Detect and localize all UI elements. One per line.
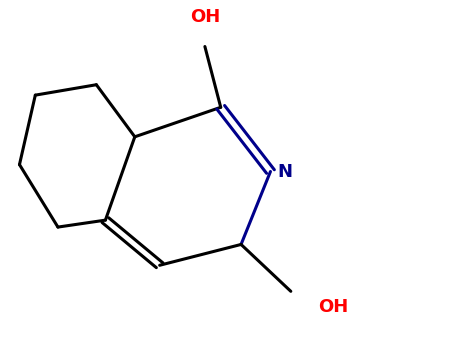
- Text: N: N: [277, 162, 292, 181]
- Text: OH: OH: [318, 298, 348, 316]
- Text: OH: OH: [190, 8, 220, 26]
